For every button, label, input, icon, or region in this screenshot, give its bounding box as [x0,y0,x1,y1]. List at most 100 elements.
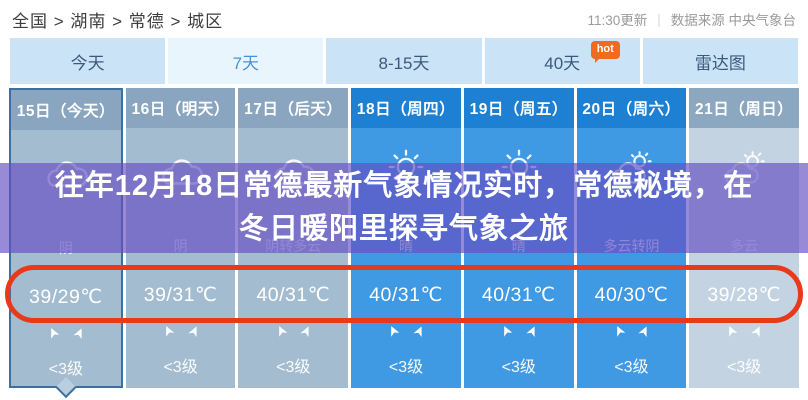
forecast-column-5[interactable]: 20日（周六） [576,88,687,388]
spacer [577,190,687,238]
forecast-column-2[interactable]: 17日（后天） [238,88,349,388]
update-info: 11:30更新 | 数据来源 中央气象台 [587,9,796,29]
column-body: 多云 39/28℃ ➤ ➤ <3级 [689,128,800,388]
column-date[interactable]: 21日（周日） [689,88,800,128]
wind-arrow-icon: ➤ [157,322,178,340]
forecast-tabs: 今天 7天 8-15天 40天 hot 雷达图 [10,38,799,84]
wind-level: <3级 [163,359,198,376]
condition-text: 晴 [399,238,414,254]
forecast-column-3[interactable]: 18日（周四） [351,88,461,388]
wind-direction: ➤ ➤ [689,318,799,344]
tab-4[interactable]: 雷达图 [642,38,799,84]
forecast-column-0[interactable]: 15日（今天） [9,88,123,388]
wind-direction: ➤ ➤ [464,318,574,344]
spacer [238,190,348,238]
column-body: 阴 39/31℃ ➤ ➤ <3级 [125,128,236,388]
temperature-range: 40/31℃ [481,284,556,306]
condition-text: 阴转多云 [265,238,322,254]
update-time: 11:30更新 [587,13,648,28]
cloud-icon [47,161,88,187]
condition-text: 多云 [730,238,759,254]
condition-text: 晴 [511,238,526,254]
column-date[interactable]: 17日（后天） [238,88,349,128]
spacer [464,254,574,272]
spacer [689,190,799,238]
condition-text: 阴 [58,240,73,256]
spacer [238,254,348,272]
tab-label: 雷达图 [694,53,746,73]
tab-2[interactable]: 8-15天 [326,38,482,84]
wind-arrow-icon: ➤ [608,322,629,340]
weather-icon [689,128,799,190]
column-body: 晴 40/31℃ ➤ ➤ <3级 [351,128,461,388]
condition-text: 多云转阴 [603,238,660,254]
column-body: 晴 40/31℃ ➤ ➤ <3级 [463,128,574,388]
wind-arrow-icon: ➤ [296,322,316,340]
column-date[interactable]: 18日（周四） [351,88,461,128]
spacer [11,192,121,240]
wind-arrow-icon: ➤ [747,322,767,340]
wind-arrow-icon: ➤ [183,322,204,340]
weather-icon [351,128,461,190]
sun-icon [501,149,537,185]
cloud-icon [274,159,316,185]
breadcrumb[interactable]: 全国 > 湖南 > 常德 > 城区 [12,11,224,31]
column-date[interactable]: 15日（今天） [11,90,121,130]
hot-badge: hot [590,41,620,63]
top-bar: 全国 > 湖南 > 常德 > 城区 11:30更新 | 数据来源 中央气象台 [0,0,808,38]
tab-label: 40天 [544,53,581,73]
spacer [464,190,574,238]
spacer [577,254,687,272]
wind-arrow-icon: ➤ [634,322,655,340]
data-source: 数据来源 中央气象台 [670,13,796,28]
temperature-range: 39/28℃ [707,284,782,306]
weather-icon [464,128,574,190]
tab-0[interactable]: 今天 [10,38,166,84]
forecast-column-1[interactable]: 16日（明天） [125,88,236,388]
tab-label: 7天 [232,53,260,73]
spacer [126,254,236,272]
weather-icon [577,128,687,190]
wind-direction: ➤ ➤ [126,318,236,344]
cloud-icon [161,159,203,185]
condition-text: 阴 [173,238,188,254]
column-date[interactable]: 20日（周六） [576,88,687,128]
wind-arrow-icon: ➤ [721,322,742,340]
column-body: 阴 39/29℃ ➤ ➤ <3级 [11,130,121,386]
spacer [11,256,121,274]
column-date[interactable]: 16日（明天） [125,88,236,128]
forecast-column-6[interactable]: 21日（周日） [689,88,800,388]
cloud-sun-icon [725,151,765,184]
wind-level: <3级 [501,359,536,376]
wind-arrow-icon: ➤ [521,322,542,340]
wind-level: <3级 [388,359,424,376]
wind-arrow-icon: ➤ [43,324,63,342]
tab-3[interactable]: 40天 hot [484,38,640,84]
weather-icon [126,128,236,190]
wind-level: <3级 [614,359,649,376]
weather-icon [11,130,121,192]
wind-direction: ➤ ➤ [351,318,461,344]
weather-icon [238,128,348,190]
column-body: 多云转阴 40/30℃ ➤ ➤ <3级 [576,128,687,388]
wind-arrow-icon: ➤ [409,322,429,340]
wind-level: <3级 [48,361,83,378]
divider: | [657,11,661,27]
wind-arrow-icon: ➤ [270,322,291,340]
temperature-range: 40/30℃ [594,284,669,306]
wind-arrow-icon: ➤ [68,324,89,342]
wind-direction: ➤ ➤ [11,320,121,346]
spacer [126,190,236,238]
spacer [351,190,461,238]
wind-direction: ➤ ➤ [577,318,687,344]
tab-1[interactable]: 7天 [168,38,324,84]
cloud-sun-icon [612,151,653,184]
tab-label: 8-15天 [378,53,430,73]
wind-direction: ➤ ➤ [238,318,348,344]
temperature-range: 39/31℃ [143,284,218,306]
forecast-column-4[interactable]: 19日（周五） [463,88,574,388]
temperature-range: 39/29℃ [29,286,103,308]
wind-arrow-icon: ➤ [496,322,516,340]
column-date[interactable]: 19日（周五） [463,88,574,128]
temperature-range: 40/31℃ [369,284,443,306]
